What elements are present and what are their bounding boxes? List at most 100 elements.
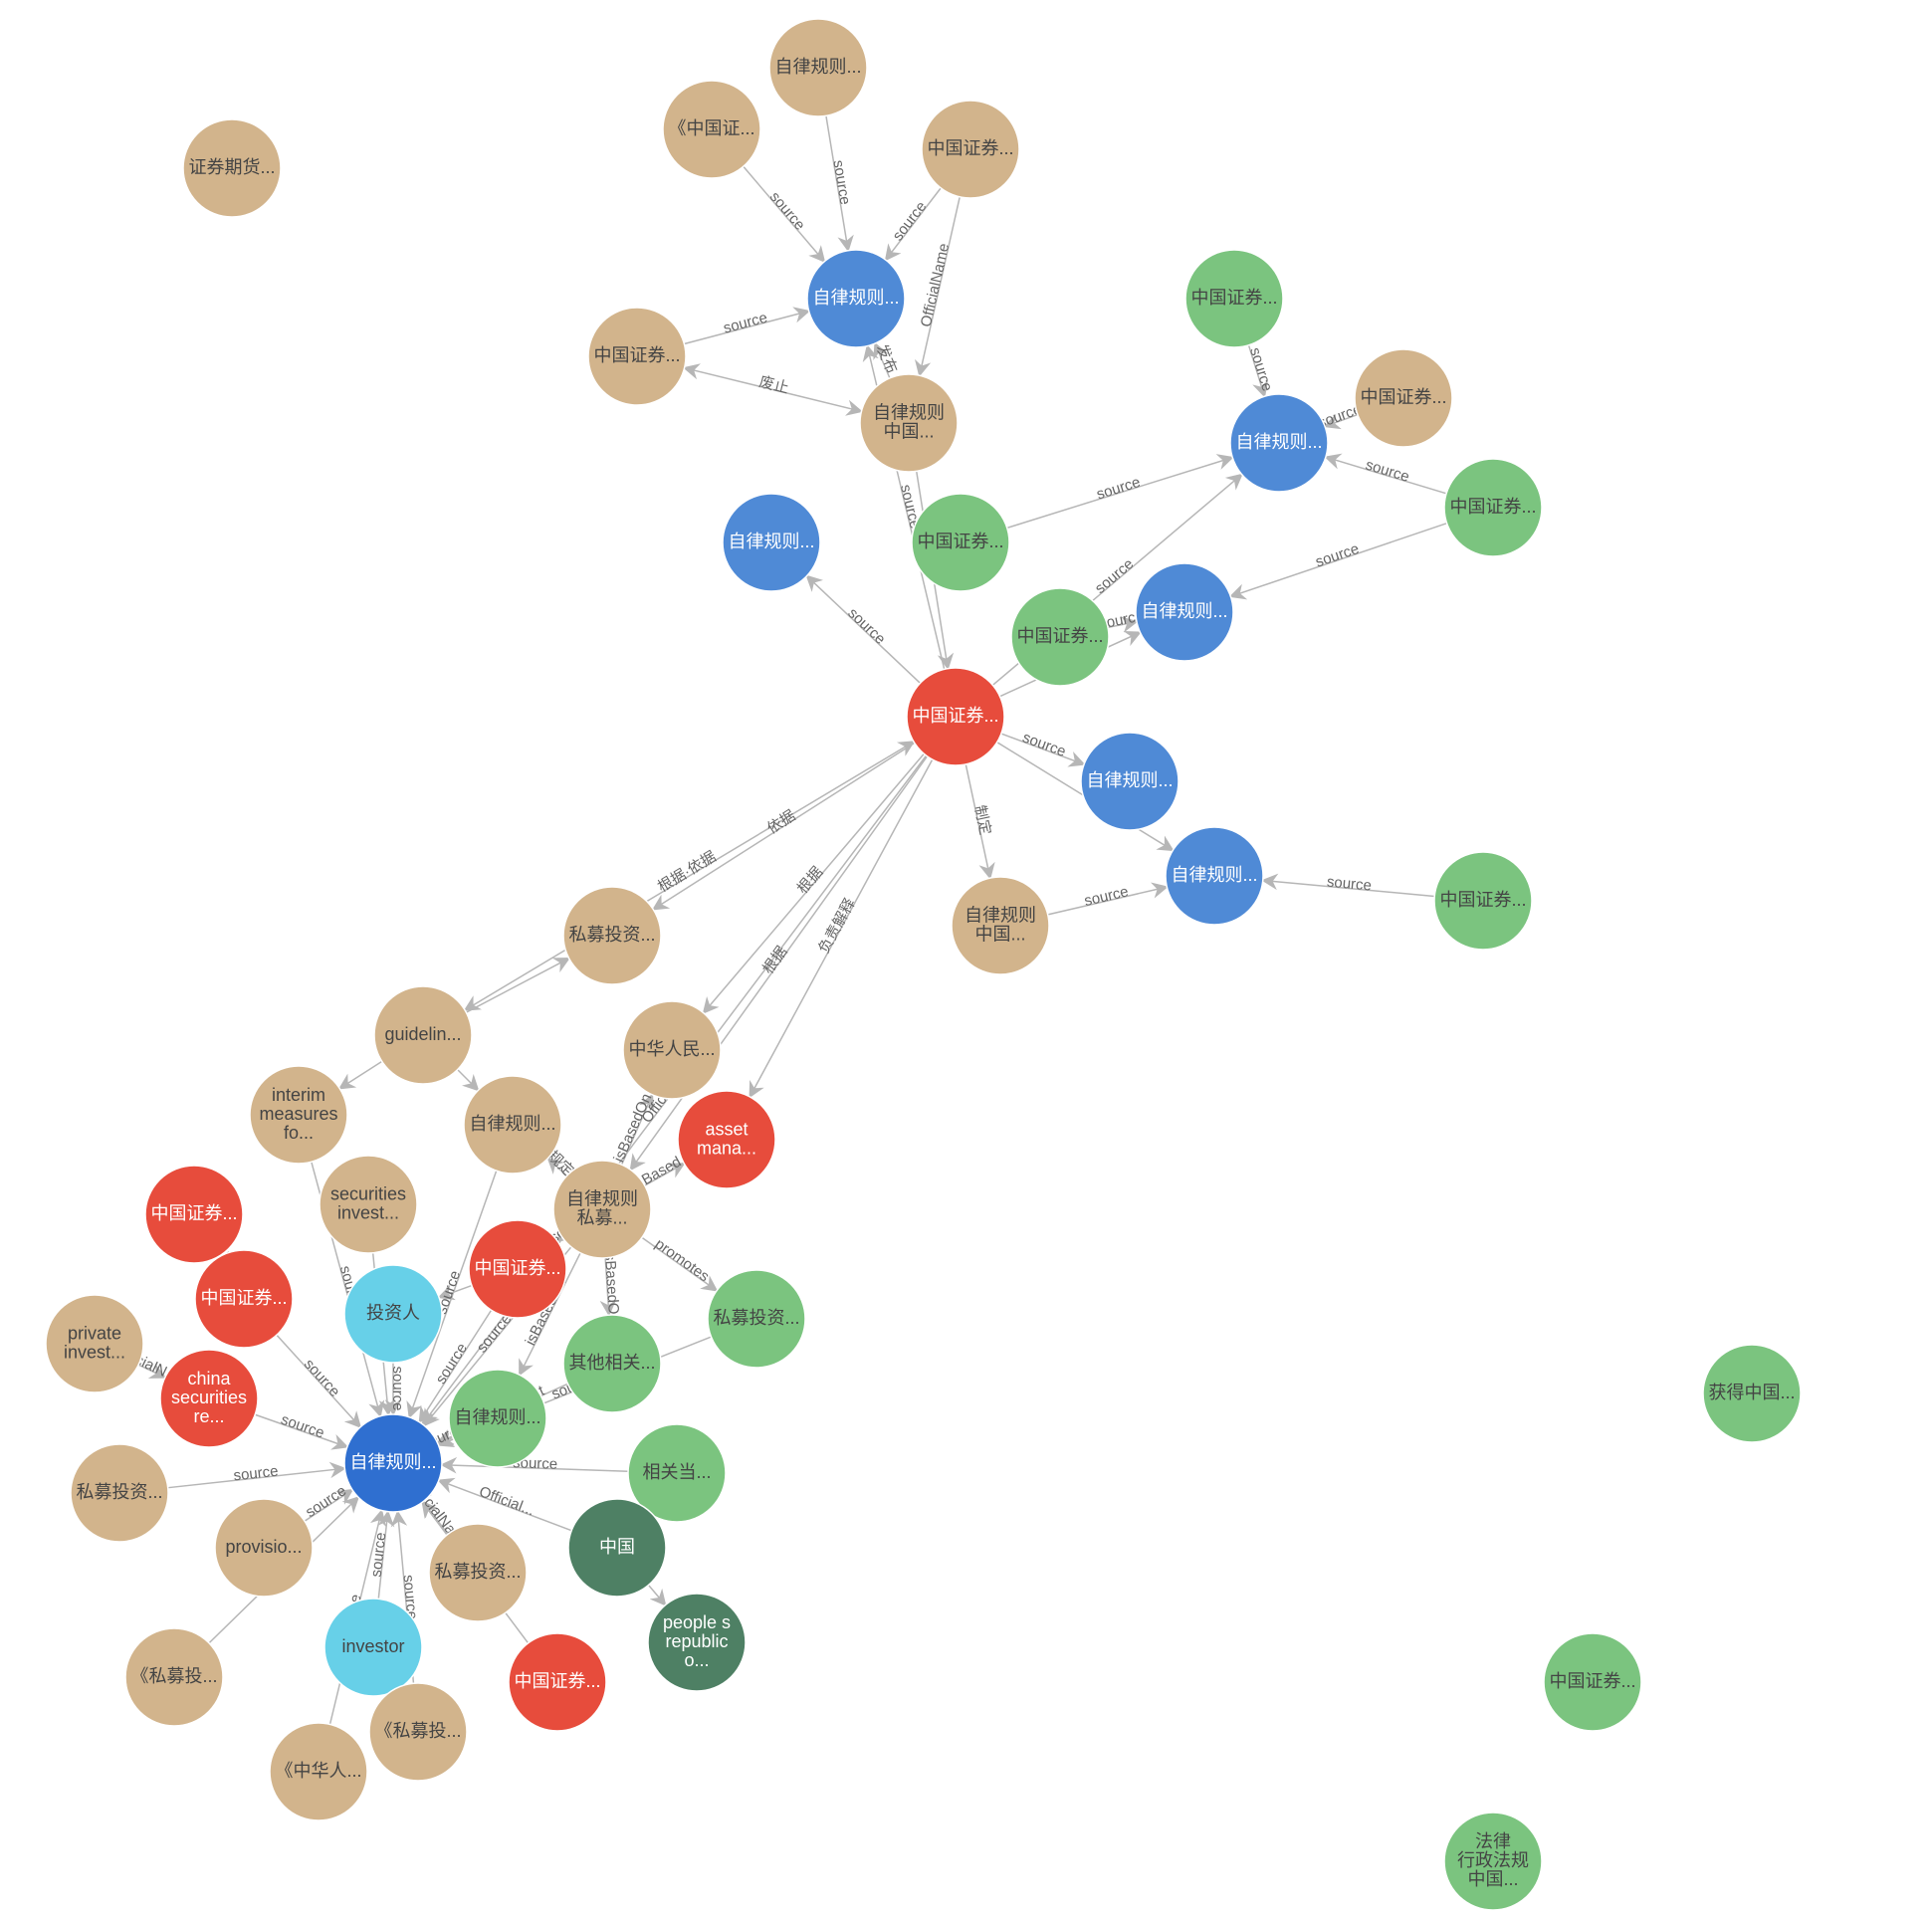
graph-node[interactable]: investor xyxy=(324,1599,422,1696)
edge-label: source xyxy=(233,1463,280,1485)
graph-node[interactable]: securitiesinvest... xyxy=(320,1156,417,1253)
graph-edge xyxy=(442,1465,628,1472)
graph-edge xyxy=(807,576,921,684)
graph-node[interactable]: 《中国证... xyxy=(663,81,760,178)
graph-node[interactable]: 中国证券... xyxy=(588,308,686,405)
graph-node[interactable]: 私募投资... xyxy=(429,1524,527,1621)
graph-node[interactable]: 自律规则... xyxy=(723,494,820,591)
graph-node[interactable]: 《中华人... xyxy=(270,1723,367,1820)
graph-node[interactable]: 自律规则... xyxy=(464,1076,561,1174)
graph-edge xyxy=(744,166,824,261)
graph-edge xyxy=(704,753,924,1012)
graph-node[interactable]: 自律规则... xyxy=(807,250,905,347)
graph-node[interactable]: 中国证券... xyxy=(1544,1633,1641,1731)
graph-node[interactable]: 自律规则私募... xyxy=(553,1161,651,1258)
graph-edge xyxy=(1249,345,1265,396)
graph-node[interactable]: 法律行政法规中国... xyxy=(1444,1813,1542,1910)
graph-node[interactable]: 自律规则... xyxy=(1081,733,1179,830)
graph-edge xyxy=(277,1335,360,1426)
graph-edge xyxy=(1325,415,1358,427)
graph-node[interactable]: 中国证券... xyxy=(145,1166,243,1263)
graph-edge xyxy=(458,1070,479,1091)
graph-node[interactable]: 中国证券... xyxy=(1444,459,1542,556)
graph-node[interactable]: 中国证券... xyxy=(922,101,1019,198)
edge-label: 根据 xyxy=(794,864,826,898)
graph-edge xyxy=(1048,887,1168,915)
graph-edge xyxy=(1108,622,1137,628)
graph-node[interactable]: 中国证券... xyxy=(469,1220,566,1318)
graph-node[interactable]: provisio... xyxy=(215,1499,313,1597)
graph-node[interactable]: 自律规则... xyxy=(1230,394,1328,492)
graph-edge xyxy=(1230,524,1446,597)
graph-node[interactable]: 中国证券... xyxy=(1185,250,1283,347)
graph-edge xyxy=(1001,734,1084,764)
edge-label: source xyxy=(1326,873,1372,894)
graph-node[interactable]: 证券期货... xyxy=(183,119,281,217)
edge-label: source xyxy=(301,1356,343,1400)
graph-node[interactable]: 中国 xyxy=(568,1499,666,1597)
graph-node[interactable]: 《私募投... xyxy=(369,1683,467,1781)
edge-label: 负责解释 xyxy=(815,896,859,957)
edge-label: source xyxy=(844,605,888,648)
edge-label: source xyxy=(1092,555,1137,597)
graph-edge xyxy=(622,1095,653,1165)
graph-node[interactable]: 自律规则... xyxy=(769,19,867,116)
graph-node[interactable]: privateinvest... xyxy=(46,1295,143,1392)
graph-edge xyxy=(966,764,989,878)
graph-node[interactable]: 投资人 xyxy=(344,1265,442,1363)
graph-node[interactable]: 私募投资... xyxy=(708,1270,805,1368)
graph-edge xyxy=(1263,881,1434,897)
graph-node[interactable]: 中国证券... xyxy=(907,668,1004,765)
network-diagram: sourcesourcesourceOfficialNamesource废止发布… xyxy=(0,0,1932,1923)
graph-edge xyxy=(875,343,890,378)
graph-node[interactable]: assetmana... xyxy=(678,1091,775,1188)
graph-edge xyxy=(255,1414,347,1447)
graph-node[interactable]: guidelin... xyxy=(374,986,472,1084)
edge-label: 依据 xyxy=(764,807,798,837)
graph-node[interactable]: interimmeasuresfo... xyxy=(250,1066,347,1164)
graph-edge xyxy=(465,742,914,1010)
edge-label: source xyxy=(303,1482,349,1521)
graph-node[interactable]: 自律规则... xyxy=(1166,827,1263,925)
graph-edge xyxy=(826,115,848,250)
graph-edge xyxy=(1326,457,1446,494)
graph-node[interactable]: 中华人民... xyxy=(623,1001,721,1099)
edge-label: 根据 xyxy=(759,944,790,977)
graph-edge xyxy=(631,756,928,1170)
graph-node[interactable]: 私募投资... xyxy=(71,1444,168,1542)
graph-edge xyxy=(439,1480,571,1530)
graph-node[interactable]: 中国证券... xyxy=(912,494,1009,591)
graph-node[interactable]: 其他相关... xyxy=(563,1315,661,1412)
edge-label: OfficialName xyxy=(918,242,953,328)
graph-node[interactable]: 自律规则中国... xyxy=(860,374,958,472)
graph-node[interactable]: 自律规则... xyxy=(1136,563,1233,661)
graph-node[interactable]: 自律规则... xyxy=(344,1414,442,1512)
graph-edge xyxy=(168,1468,345,1487)
graph-edge xyxy=(653,743,914,909)
graph-node[interactable]: people srepublico... xyxy=(648,1594,746,1691)
graph-node[interactable]: 中国证券... xyxy=(1011,588,1109,686)
graph-edge xyxy=(1007,458,1232,529)
edge-label: source xyxy=(889,198,930,244)
graph-node[interactable]: 自律规则... xyxy=(449,1370,546,1467)
graph-node[interactable]: 《私募投... xyxy=(125,1628,223,1726)
graph-node[interactable]: 中国证券... xyxy=(1434,852,1532,950)
graph-node[interactable]: 自律规则中国... xyxy=(952,877,1049,974)
graph-edge xyxy=(466,959,568,1012)
graph-edge xyxy=(378,1512,387,1600)
graph-edge xyxy=(920,197,960,375)
graph-edge xyxy=(750,759,932,1097)
edge-label: isBasedOn xyxy=(601,1249,623,1323)
graph-node[interactable]: chinasecuritiesre... xyxy=(160,1350,258,1447)
edge-label: source xyxy=(389,1366,406,1410)
graph-node[interactable]: 中国证券... xyxy=(195,1250,293,1348)
graph-edge xyxy=(886,188,941,260)
graph-node[interactable]: 中国证券... xyxy=(509,1633,606,1731)
graph-node[interactable]: 私募投资... xyxy=(563,887,661,984)
graph-node[interactable]: 获得中国... xyxy=(1703,1345,1801,1442)
graph-edge xyxy=(685,368,862,412)
graph-edge xyxy=(684,311,808,343)
graph-node[interactable]: 中国证券... xyxy=(1355,349,1452,447)
graph-edge xyxy=(305,1490,352,1521)
edge-label: promotes xyxy=(652,1235,713,1285)
